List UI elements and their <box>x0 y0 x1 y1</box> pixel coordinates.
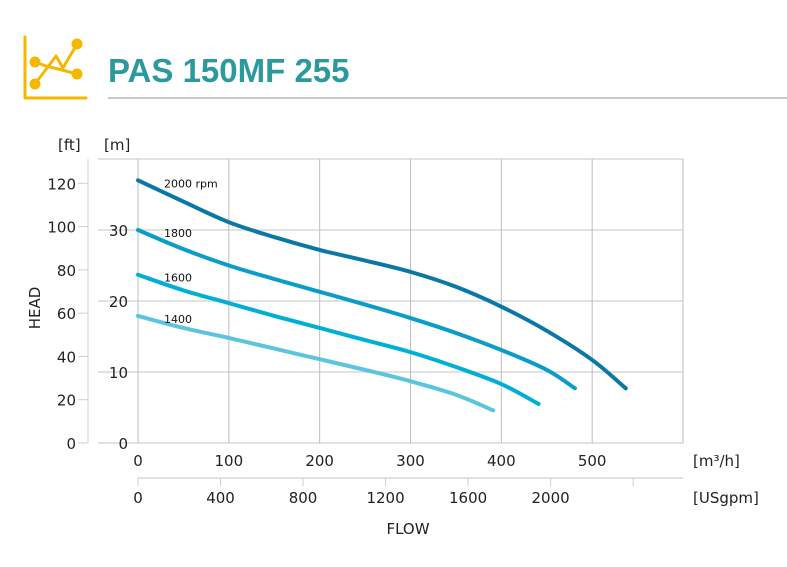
x-unit-label: [m³/h] <box>693 452 740 470</box>
x2-tick-label: 1600 <box>449 489 487 507</box>
y2-tick-label: 100 <box>47 219 76 237</box>
x-tick-label: 100 <box>215 452 244 470</box>
y-tick-label: 0 <box>118 435 128 453</box>
x-tick-label: 500 <box>578 452 607 470</box>
page-title: PAS 150MF 255 <box>108 52 350 89</box>
y-axis-title: HEAD <box>26 287 44 330</box>
x2-tick-label: 1200 <box>366 489 404 507</box>
x2-tick-label: 2000 <box>532 489 570 507</box>
y2-tick-label: 0 <box>66 435 76 453</box>
x-tick-label: 0 <box>133 452 143 470</box>
series-label: 1400 <box>164 313 192 326</box>
y2-unit-label: [ft] <box>58 136 81 154</box>
x-tick-label: 300 <box>396 452 425 470</box>
x-tick-label: 400 <box>487 452 516 470</box>
y-tick-label: 30 <box>109 222 128 240</box>
series-label: 1600 <box>164 272 192 285</box>
y-tick-label: 20 <box>109 293 128 311</box>
x2-tick-label: 0 <box>133 489 143 507</box>
series-label: 1800 <box>164 227 192 240</box>
series-line <box>136 272 541 406</box>
y-unit-label: [m] <box>104 136 130 154</box>
x-axis-title: FLOW <box>386 520 429 538</box>
title-divider <box>108 97 787 99</box>
series-line <box>136 178 628 391</box>
y2-tick-label: 60 <box>57 305 76 323</box>
x2-tick-label: 400 <box>206 489 235 507</box>
y2-tick-label: 40 <box>57 348 76 366</box>
series-line <box>136 313 496 413</box>
series-lines: 2000 rpm 1800 1600 1400 <box>136 177 628 413</box>
series-line <box>136 228 577 391</box>
x2-tick-label: 800 <box>289 489 318 507</box>
y-tick-label: 10 <box>109 364 128 382</box>
series-label: 2000 rpm <box>164 177 218 190</box>
x-tick-label: 200 <box>305 452 334 470</box>
grid <box>98 158 684 444</box>
y2-tick-label: 120 <box>47 175 76 193</box>
line-chart-icon <box>23 35 88 100</box>
y2-tick-label: 80 <box>57 262 76 280</box>
y2-tick-label: 20 <box>57 392 76 410</box>
x2-unit-label: [USgpm] <box>693 489 759 507</box>
